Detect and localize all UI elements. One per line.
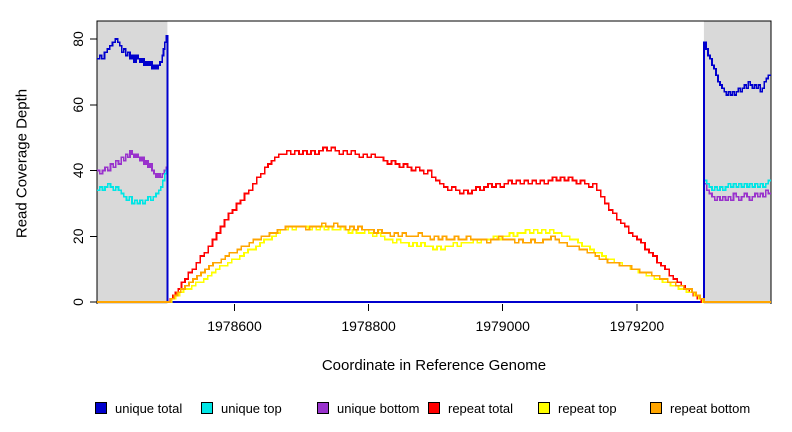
y-tick-label: 0: [70, 298, 86, 306]
series-unique-bottom-line: [97, 149, 771, 303]
legend-label: unique top: [221, 400, 282, 416]
y-tick-label: 60: [70, 97, 86, 113]
legend-item-repeat-bottom: repeat bottom: [650, 401, 750, 415]
legend-label: repeat total: [448, 400, 514, 416]
legend-swatch-repeat-top: [538, 402, 550, 414]
left-unique-flank-shading: [97, 21, 168, 304]
x-axis-title: Coordinate in Reference Genome: [321, 357, 547, 374]
right-unique-flank-shading: [703, 21, 771, 304]
plot-border: [96, 20, 772, 304]
legend-swatch-unique-total: [95, 402, 107, 414]
legend-item-unique-bottom: unique bottom: [317, 401, 419, 415]
y-tick-label: 40: [70, 163, 86, 179]
legend-label: repeat bottom: [670, 400, 751, 416]
legend-swatch-repeat-bottom: [650, 402, 662, 414]
legend-label: repeat top: [558, 400, 617, 416]
legend-item-repeat-total: repeat total: [428, 401, 513, 415]
legend-item-repeat-top: repeat top: [538, 401, 617, 415]
y-tick-label: 20: [70, 228, 86, 244]
x-tick-label: 1978600: [207, 318, 262, 334]
legend-swatch-unique-bottom: [317, 402, 329, 414]
legend-swatch-repeat-total: [428, 402, 440, 414]
legend-item-unique-top: unique top: [201, 401, 282, 415]
series-repeat-total-line: [97, 146, 771, 303]
x-tick-label: 1978800: [341, 318, 396, 334]
legend-label: unique bottom: [337, 400, 420, 416]
series-unique-top-line: [97, 169, 771, 303]
x-tick-label: 1979200: [610, 318, 665, 334]
y-tick-label: 80: [70, 31, 86, 47]
x-tick-label: 1979000: [475, 318, 530, 334]
series-repeat-top-line: [97, 225, 771, 303]
legend-label: unique total: [115, 400, 183, 416]
y-axis-title: Read Coverage Depth: [13, 88, 31, 239]
legend-swatch-unique-top: [201, 402, 213, 414]
legend-item-unique-total: unique total: [95, 401, 182, 415]
series-repeat-bottom-line: [97, 222, 771, 303]
